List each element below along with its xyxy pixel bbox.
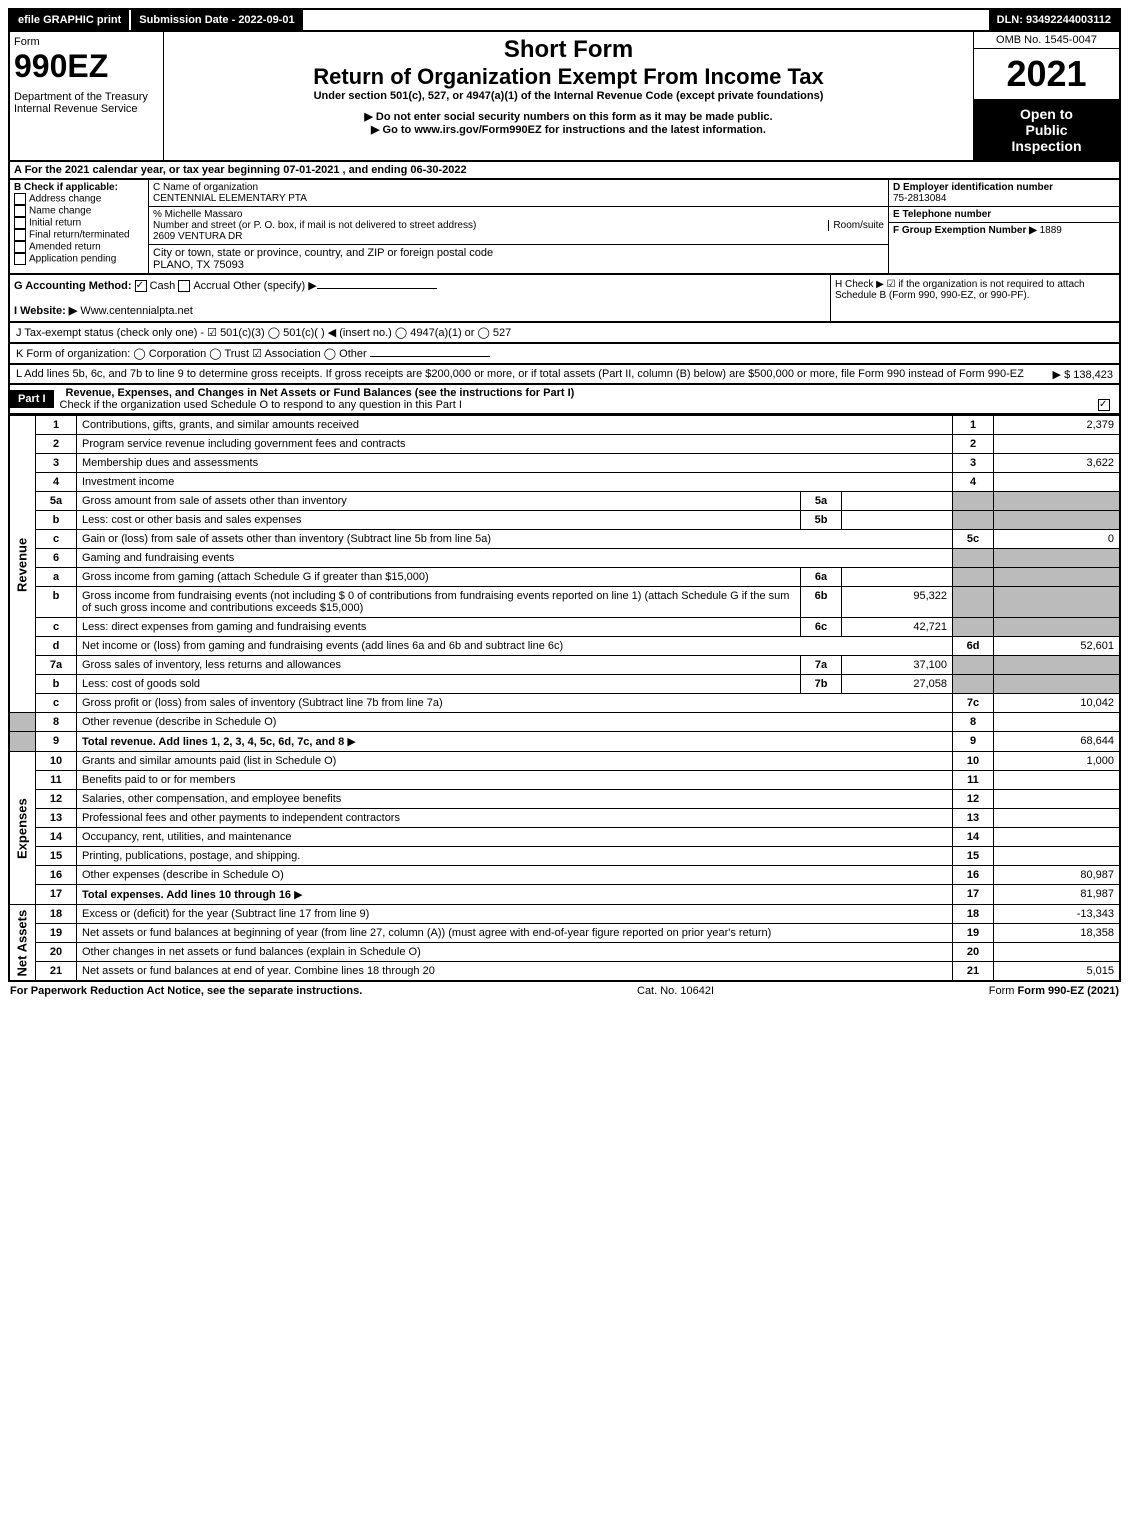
group-exemption-value: 1889 — [1040, 225, 1062, 236]
line-8-amount — [994, 713, 1121, 732]
paperwork-notice: For Paperwork Reduction Act Notice, see … — [10, 985, 362, 997]
section-j: J Tax-exempt status (check only one) - ☑… — [8, 323, 1121, 344]
line-19-amount: 18,358 — [994, 924, 1121, 943]
line-18-amount: -13,343 — [994, 905, 1121, 924]
line-5c-amount: 0 — [994, 530, 1121, 549]
line-7b-amount: 27,058 — [842, 675, 953, 694]
warning-1: ▶ Do not enter social security numbers o… — [168, 110, 969, 123]
checkbox-name[interactable] — [14, 205, 26, 217]
header-right: OMB No. 1545-0047 2021 Open to Public In… — [973, 32, 1119, 160]
room-label: Room/suite — [828, 220, 884, 231]
dln-number: DLN: 93492244003112 — [989, 10, 1119, 30]
part-1-check-text: Check if the organization used Schedule … — [60, 399, 462, 411]
ein-label: D Employer identification number — [893, 182, 1053, 193]
submission-date: Submission Date - 2022-09-01 — [129, 10, 302, 30]
netassets-label: Net Assets — [9, 905, 36, 982]
efile-label: efile GRAPHIC print — [10, 10, 129, 30]
section-b: B Check if applicable: Address change Na… — [10, 180, 149, 273]
revenue-label: Revenue — [9, 416, 36, 713]
line-3-amount: 3,622 — [994, 454, 1121, 473]
care-of: % Michelle Massaro — [153, 209, 884, 220]
section-g: G Accounting Method: Cash Accrual Other … — [10, 275, 830, 321]
website-label: I Website: ▶ — [14, 305, 77, 317]
gross-receipts: ▶ $ 138,423 — [1053, 368, 1113, 381]
other-method-input[interactable] — [317, 288, 437, 289]
form-label: Form — [14, 36, 159, 48]
header-center: Short Form Return of Organization Exempt… — [164, 32, 973, 160]
line-9-amount: 68,644 — [994, 732, 1121, 752]
department: Department of the Treasury — [14, 91, 159, 103]
subtitle: Under section 501(c), 527, or 4947(a)(1)… — [168, 90, 969, 102]
form-footer-number: Form Form 990-EZ (2021) — [989, 985, 1119, 997]
row-gh: G Accounting Method: Cash Accrual Other … — [8, 275, 1121, 323]
line-4-amount — [994, 473, 1121, 492]
section-c: C Name of organization CENTENNIAL ELEMEN… — [149, 180, 888, 273]
group-exemption-label: F Group Exemption Number ▶ — [893, 225, 1037, 236]
line-7a-amount: 37,100 — [842, 656, 953, 675]
website-value: Www.centennialpta.net — [80, 305, 193, 317]
line-6b-amount: 95,322 — [842, 587, 953, 618]
line-21-amount: 5,015 — [994, 962, 1121, 982]
header-left: Form 990EZ Department of the Treasury In… — [10, 32, 164, 160]
line-6d-amount: 52,601 — [994, 637, 1121, 656]
short-form-title: Short Form — [168, 36, 969, 64]
section-l: L Add lines 5b, 6c, and 7b to line 9 to … — [8, 365, 1121, 385]
line-16-amount: 80,987 — [994, 866, 1121, 885]
top-bar: efile GRAPHIC print Submission Date - 20… — [8, 8, 1121, 32]
tax-year: 2021 — [974, 49, 1119, 100]
checkbox-amended[interactable] — [14, 241, 26, 253]
section-a: A For the 2021 calendar year, or tax yea… — [8, 162, 1121, 180]
checkbox-initial[interactable] — [14, 217, 26, 229]
city-state-zip: PLANO, TX 75093 — [153, 259, 884, 271]
section-k: K Form of organization: ◯ Corporation ◯ … — [8, 344, 1121, 365]
checkbox-cash[interactable] — [135, 280, 147, 292]
street-address: 2609 VENTURA DR — [153, 231, 884, 242]
form-number: 990EZ — [14, 48, 159, 85]
city-label: City or town, state or province, country… — [153, 247, 884, 259]
checkbox-accrual[interactable] — [178, 280, 190, 292]
line-2-amount — [994, 435, 1121, 454]
line-6c-amount: 42,721 — [842, 618, 953, 637]
line-7c-amount: 10,042 — [994, 694, 1121, 713]
form-footer: For Paperwork Reduction Act Notice, see … — [8, 982, 1121, 1000]
line-10-amount: 1,000 — [994, 752, 1121, 771]
org-name: CENTENNIAL ELEMENTARY PTA — [153, 193, 884, 204]
part-1-header: Part I Revenue, Expenses, and Changes in… — [8, 385, 1121, 415]
warning-2: ▶ Go to www.irs.gov/Form990EZ for instru… — [168, 123, 969, 136]
checkbox-schedule-o[interactable] — [1098, 399, 1110, 411]
omb-number: OMB No. 1545-0047 — [974, 32, 1119, 49]
expenses-label: Expenses — [9, 752, 36, 905]
checkbox-address[interactable] — [14, 193, 26, 205]
section-de: D Employer identification number 75-2813… — [888, 180, 1119, 273]
info-grid: B Check if applicable: Address change Na… — [8, 180, 1121, 275]
form-header: Form 990EZ Department of the Treasury In… — [8, 32, 1121, 162]
open-to-public: Open to Public Inspection — [974, 100, 1119, 160]
phone-label: E Telephone number — [893, 209, 991, 220]
part-1-label: Part I — [10, 390, 54, 408]
ein-value: 75-2813084 — [893, 193, 946, 204]
line-17-amount: 81,987 — [994, 885, 1121, 905]
checkbox-pending[interactable] — [14, 253, 26, 265]
main-title: Return of Organization Exempt From Incom… — [168, 64, 969, 90]
org-name-label: C Name of organization — [153, 182, 884, 193]
checkbox-final[interactable] — [14, 229, 26, 241]
part-1-table: Revenue 1 Contributions, gifts, grants, … — [8, 415, 1121, 982]
section-h: H Check ▶ ☑ if the organization is not r… — [830, 275, 1119, 321]
street-label: Number and street (or P. O. box, if mail… — [153, 220, 828, 231]
line-1-amount: 2,379 — [994, 416, 1121, 435]
irs-label: Internal Revenue Service — [14, 103, 159, 115]
catalog-number: Cat. No. 10642I — [637, 985, 714, 997]
